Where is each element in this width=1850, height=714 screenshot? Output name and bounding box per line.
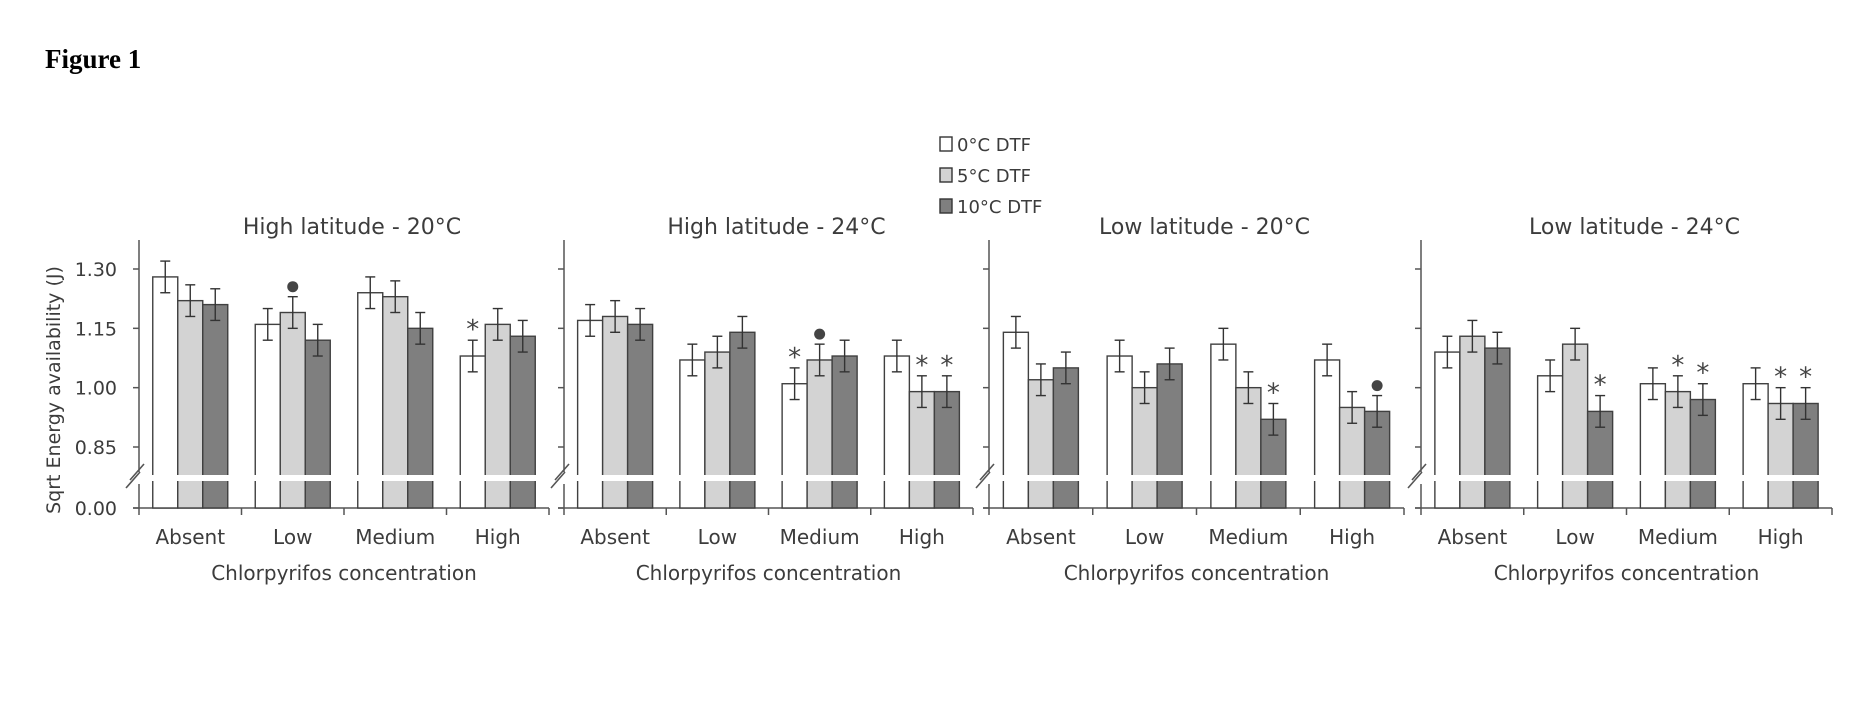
bar bbox=[407, 327, 434, 509]
x-tick-label: Low bbox=[698, 525, 737, 549]
bar bbox=[1052, 367, 1080, 509]
significance-dot bbox=[1371, 380, 1383, 392]
bar bbox=[304, 339, 331, 509]
x-axis-label: Chlorpyrifos concentration bbox=[1494, 561, 1760, 585]
bar bbox=[933, 390, 961, 509]
panel-title: Low latitude - 20°C bbox=[1099, 215, 1310, 240]
bar bbox=[1131, 386, 1158, 509]
axis-break-mark bbox=[125, 471, 141, 489]
figure-title: Figure 1 bbox=[45, 44, 142, 74]
x-tick-label: High bbox=[475, 525, 521, 549]
bar bbox=[1742, 383, 1769, 509]
significance-star: * bbox=[1671, 351, 1684, 381]
y-tick-label: 0.00 bbox=[75, 498, 117, 520]
bar bbox=[1767, 402, 1794, 509]
x-tick-label: High bbox=[1329, 525, 1375, 549]
bar bbox=[1027, 379, 1055, 509]
y-tick-label: 0.85 bbox=[75, 437, 117, 459]
axis-break-mark bbox=[979, 463, 995, 481]
significance-star: * bbox=[1799, 363, 1812, 393]
x-tick-label: High bbox=[1758, 525, 1804, 549]
bar bbox=[357, 292, 384, 509]
significance-star: * bbox=[1696, 359, 1709, 389]
axis-break-mark bbox=[1411, 463, 1427, 481]
bar bbox=[1235, 386, 1262, 509]
x-tick-label: Absent bbox=[580, 525, 650, 549]
x-tick-label: Medium bbox=[1638, 525, 1718, 549]
bar bbox=[1639, 383, 1667, 509]
x-tick-label: Low bbox=[273, 525, 312, 549]
bar bbox=[908, 390, 936, 509]
bar bbox=[781, 383, 808, 509]
x-axis-label: Chlorpyrifos concentration bbox=[636, 561, 902, 585]
legend-label: 5°C DTF bbox=[957, 166, 1031, 187]
x-tick-label: Low bbox=[1555, 525, 1594, 549]
bar bbox=[382, 295, 409, 509]
bar bbox=[883, 355, 911, 509]
x-tick-label: Medium bbox=[355, 525, 435, 549]
legend-swatch bbox=[939, 198, 953, 214]
bar bbox=[1664, 390, 1692, 509]
axis-break-band bbox=[550, 475, 973, 481]
axis-break-mark bbox=[975, 471, 991, 489]
x-tick-label: Absent bbox=[1438, 525, 1508, 549]
significance-star: * bbox=[1267, 378, 1280, 408]
axis-break-mark bbox=[554, 463, 570, 481]
y-tick-label: 1.15 bbox=[75, 318, 117, 340]
y-tick-label: 1.00 bbox=[75, 378, 117, 400]
significance-star: * bbox=[1774, 363, 1787, 393]
panel-title: High latitude - 20°C bbox=[243, 215, 461, 240]
bar bbox=[1106, 355, 1133, 509]
y-axis-label: Sqrt Energy availability (J) bbox=[43, 266, 65, 514]
bar bbox=[679, 359, 706, 509]
bar bbox=[1459, 335, 1486, 509]
panel-title: High latitude - 24°C bbox=[667, 215, 885, 240]
axis-break-mark bbox=[129, 463, 145, 481]
significance-star: * bbox=[788, 343, 801, 373]
panel-title: Low latitude - 24°C bbox=[1529, 215, 1740, 240]
significance-dot bbox=[287, 281, 299, 293]
axis-break-band bbox=[1407, 475, 1832, 481]
x-tick-label: Absent bbox=[155, 525, 225, 549]
legend-label: 10°C DTF bbox=[957, 197, 1042, 218]
x-axis-label: Chlorpyrifos concentration bbox=[1064, 561, 1330, 585]
x-axis-label: Chlorpyrifos concentration bbox=[211, 561, 477, 585]
bar bbox=[704, 351, 731, 509]
bar bbox=[1313, 359, 1341, 509]
legend-swatch bbox=[939, 136, 953, 152]
bar bbox=[1561, 343, 1589, 509]
legend-label: 0°C DTF bbox=[957, 135, 1031, 156]
significance-star: * bbox=[915, 351, 928, 381]
axis-break-band bbox=[125, 475, 549, 481]
x-tick-label: Absent bbox=[1006, 525, 1076, 549]
significance-star: * bbox=[1594, 371, 1607, 401]
axis-break-band bbox=[975, 475, 1404, 481]
y-tick-label: 1.30 bbox=[75, 259, 117, 281]
bar bbox=[831, 355, 858, 509]
bar bbox=[459, 355, 486, 509]
significance-star: * bbox=[940, 351, 953, 381]
bar bbox=[806, 359, 833, 509]
bar bbox=[1434, 351, 1461, 509]
x-tick-label: High bbox=[899, 525, 945, 549]
bar bbox=[729, 331, 756, 509]
x-tick-label: Low bbox=[1125, 525, 1164, 549]
x-tick-label: Medium bbox=[780, 525, 860, 549]
legend-swatch bbox=[939, 167, 953, 183]
significance-star: * bbox=[466, 315, 479, 345]
bar bbox=[1689, 398, 1717, 509]
bar bbox=[1484, 347, 1511, 509]
axis-break-mark bbox=[1407, 471, 1423, 489]
bar bbox=[1536, 375, 1564, 509]
bar bbox=[1156, 363, 1183, 509]
axis-break-mark bbox=[550, 471, 566, 489]
bar bbox=[1792, 402, 1819, 509]
bar bbox=[1210, 343, 1237, 509]
bar bbox=[152, 276, 179, 509]
x-tick-label: Medium bbox=[1208, 525, 1288, 549]
bar bbox=[509, 335, 536, 509]
bar bbox=[1002, 331, 1030, 509]
significance-dot bbox=[814, 328, 826, 340]
